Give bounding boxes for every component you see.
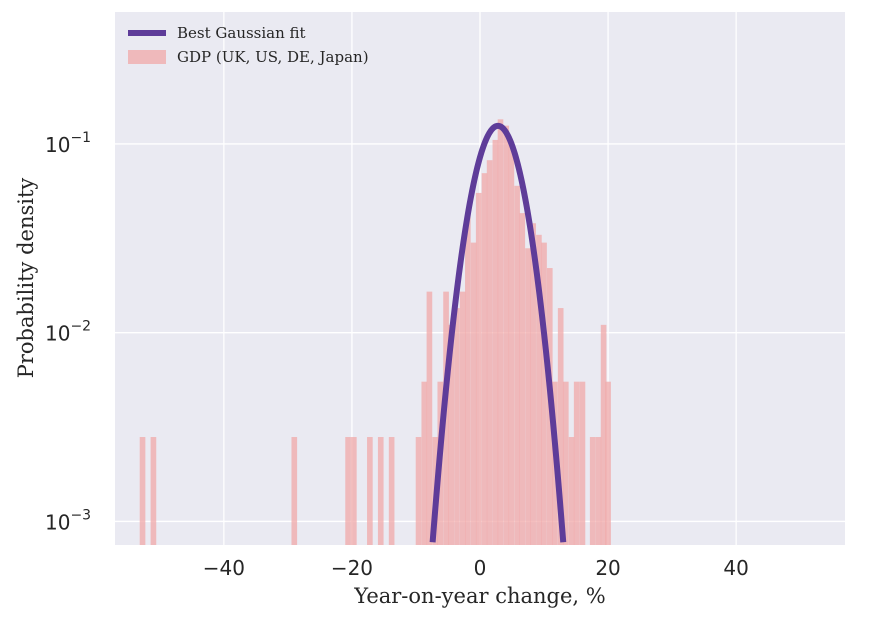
x-tick-label: −40 (203, 556, 245, 580)
histogram-bar (367, 437, 373, 545)
histogram-bar (454, 308, 460, 545)
histogram-bar (573, 381, 580, 545)
histogram-bar (481, 173, 488, 545)
x-tick-label: 20 (595, 556, 620, 580)
histogram-bar (595, 437, 602, 545)
histogram-bar (497, 119, 504, 545)
histogram-bar (459, 291, 466, 545)
histogram-bar (525, 248, 531, 545)
histogram-bar (600, 324, 607, 545)
histogram-bar (486, 160, 493, 545)
histogram-bar (421, 381, 428, 545)
gaussian-fit-curve (429, 122, 567, 543)
histogram-bar (492, 139, 499, 545)
x-tick-labels: −40 −20 0 20 40 (203, 556, 749, 580)
histogram-bar (345, 437, 351, 545)
y-tick-label: 10−1 (45, 130, 91, 157)
histogram-bar (605, 381, 611, 545)
histogram-bar (562, 381, 569, 545)
histogram-bar (448, 324, 455, 545)
y-tick-labels: 10−3 10−2 10−1 (45, 130, 91, 534)
histogram-bar (568, 437, 575, 545)
histogram-bar (475, 192, 482, 545)
histogram-bar (579, 381, 586, 545)
x-axis-label: Year-on-year change, % (353, 584, 605, 608)
histogram-bar (291, 437, 298, 545)
histogram-bar (530, 223, 536, 545)
legend-histogram-label: GDP (UK, US, DE, Japan) (177, 48, 369, 66)
histogram-bar (519, 213, 526, 546)
histogram-bar (377, 437, 384, 545)
x-tick-label: 0 (474, 556, 487, 580)
legend: Best Gaussian fit GDP (UK, US, DE, Japan… (128, 24, 369, 66)
legend-fit-label: Best Gaussian fit (177, 24, 306, 42)
x-tick-label: 40 (723, 556, 748, 580)
histogram-bar (589, 437, 596, 545)
histogram-bar (541, 242, 547, 546)
x-tick-label: −20 (331, 556, 373, 580)
histogram-bar (426, 291, 433, 545)
histogram-bar (351, 437, 357, 545)
histogram-bar (139, 437, 146, 545)
y-tick-label: 10−2 (45, 319, 91, 346)
histogram-bar (536, 234, 542, 546)
histogram-bar (557, 308, 564, 545)
y-tick-label: 10−3 (45, 507, 91, 534)
histogram-bar (415, 437, 422, 545)
histogram-bar (503, 125, 510, 545)
histogram-bar (150, 437, 157, 545)
histogram-bar (388, 437, 395, 545)
histogram-bar (514, 185, 520, 546)
y-axis-label: Probability density (14, 178, 38, 379)
histogram-bar (470, 242, 477, 546)
histogram-bar (508, 145, 515, 545)
legend-histogram-swatch (128, 50, 166, 64)
histogram-bar (465, 213, 471, 546)
